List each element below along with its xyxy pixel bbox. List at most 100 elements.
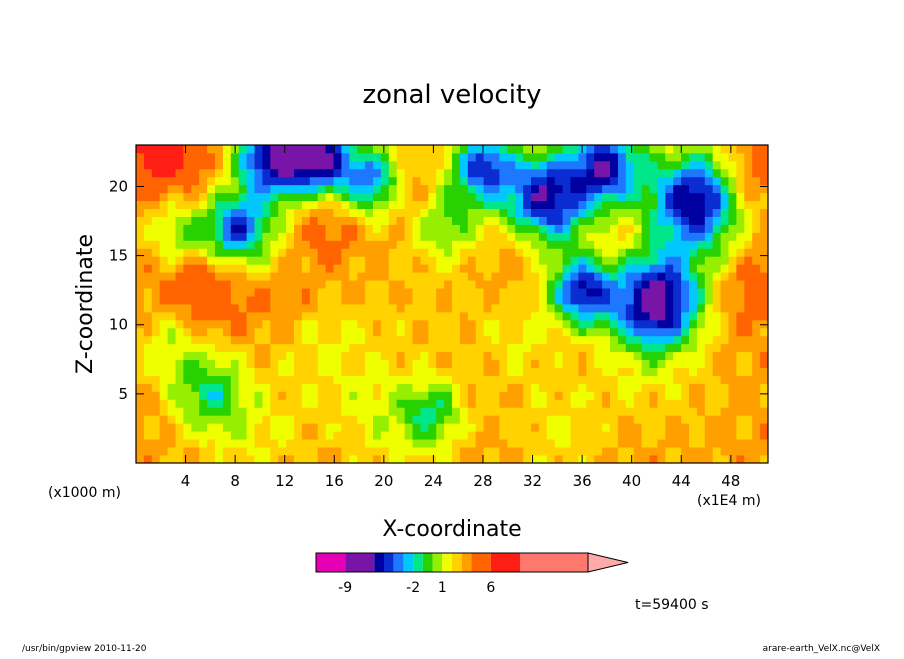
- heatmap-cell: [752, 375, 761, 384]
- heatmap-cell: [388, 208, 398, 217]
- heatmap-cell: [736, 431, 745, 440]
- colorbar-segment: [413, 553, 423, 572]
- heatmap-cell: [578, 407, 587, 416]
- heatmap-cell: [301, 184, 311, 194]
- heatmap-cell: [657, 168, 666, 178]
- heatmap-cell: [507, 367, 516, 376]
- heatmap-cell: [720, 407, 729, 416]
- heatmap-cell: [151, 208, 161, 217]
- heatmap-cell: [712, 200, 721, 209]
- heatmap-cell: [286, 248, 295, 257]
- heatmap-cell: [531, 367, 540, 376]
- heatmap-cell: [167, 335, 176, 345]
- heatmap-cell: [167, 407, 176, 416]
- heatmap-cell: [728, 343, 737, 353]
- heatmap-cell: [317, 248, 326, 257]
- heatmap-cell: [720, 319, 729, 329]
- heatmap-cell: [191, 375, 200, 384]
- heatmap-cell: [349, 439, 358, 448]
- heatmap-cell: [554, 200, 563, 209]
- heatmap-cell: [720, 343, 729, 353]
- heatmap-cell: [499, 168, 508, 178]
- heatmap-cell: [262, 407, 271, 416]
- heatmap-cell: [333, 375, 342, 384]
- heatmap-cell: [238, 407, 247, 416]
- heatmap-cell: [317, 168, 326, 178]
- heatmap-cell: [349, 319, 358, 329]
- heatmap-cell: [175, 391, 184, 400]
- heatmap-cell: [641, 280, 650, 289]
- heatmap-cell: [499, 296, 508, 305]
- heatmap-cell: [365, 383, 374, 392]
- heatmap-cell: [728, 248, 737, 257]
- heatmap-cell: [712, 232, 721, 241]
- heatmap-cell: [238, 399, 247, 408]
- heatmap-cell: [673, 327, 682, 337]
- heatmap-cell: [641, 343, 650, 353]
- heatmap-cell: [483, 240, 492, 249]
- heatmap-cell: [262, 184, 271, 194]
- heatmap-cell: [404, 200, 413, 209]
- heatmap-cell: [554, 232, 563, 241]
- heatmap-cell: [183, 176, 192, 186]
- heatmap-cell: [167, 176, 176, 186]
- heatmap-cell: [752, 431, 761, 440]
- heatmap-cell: [523, 152, 532, 162]
- heatmap-cell: [625, 415, 635, 424]
- heatmap-cell: [428, 383, 437, 392]
- heatmap-cell: [467, 168, 477, 178]
- heatmap-cell: [602, 399, 611, 408]
- heatmap-cell: [159, 232, 168, 241]
- heatmap-cell: [301, 439, 311, 448]
- heatmap-cell: [380, 304, 390, 313]
- heatmap-cell: [586, 248, 595, 257]
- heatmap-cell: [199, 232, 208, 241]
- heatmap-cell: [665, 304, 674, 313]
- heatmap-cell: [452, 176, 461, 186]
- heatmap-cell: [570, 359, 579, 368]
- heatmap-cell: [728, 439, 737, 448]
- heatmap-cell: [254, 192, 263, 202]
- heatmap-cell: [309, 272, 319, 281]
- heatmap-cell: [617, 232, 627, 241]
- heatmap-cell: [459, 423, 469, 432]
- heatmap-cell: [262, 160, 271, 170]
- heatmap-cell: [254, 288, 263, 297]
- heatmap-cell: [744, 256, 753, 265]
- heatmap-cell: [159, 367, 168, 376]
- heatmap-cell: [222, 192, 232, 202]
- heatmap-cell: [159, 256, 168, 265]
- heatmap-cell: [720, 216, 729, 225]
- heatmap-cell: [617, 224, 627, 233]
- heatmap-cell: [246, 184, 255, 194]
- heatmap-cell: [617, 351, 627, 361]
- heatmap-cell: [404, 455, 413, 464]
- heatmap-cell: [649, 343, 658, 353]
- heatmap-cell: [151, 296, 161, 305]
- heatmap-cell: [365, 415, 374, 424]
- heatmap-cell: [341, 288, 350, 297]
- heatmap-cell: [610, 399, 619, 408]
- heatmap-cell: [325, 232, 334, 241]
- heatmap-cell: [452, 399, 461, 408]
- heatmap-cell: [586, 407, 595, 416]
- heatmap-cell: [428, 351, 437, 361]
- heatmap-cell: [278, 343, 287, 353]
- heatmap-cell: [467, 304, 477, 313]
- heatmap-cell: [570, 224, 579, 233]
- heatmap-cell: [538, 160, 548, 170]
- heatmap-cell: [191, 264, 200, 273]
- heatmap-cell: [136, 256, 145, 265]
- heatmap-cell: [554, 351, 563, 361]
- heatmap-cell: [665, 248, 674, 257]
- heatmap-cell: [570, 447, 579, 456]
- heatmap-cell: [396, 367, 405, 376]
- heatmap-cell: [586, 152, 595, 162]
- heatmap-cell: [167, 264, 176, 273]
- heatmap-cell: [696, 280, 706, 289]
- heatmap-cell: [681, 311, 690, 321]
- heatmap-cell: [436, 367, 445, 376]
- heatmap-cell: [665, 272, 674, 281]
- heatmap-cell: [183, 304, 192, 313]
